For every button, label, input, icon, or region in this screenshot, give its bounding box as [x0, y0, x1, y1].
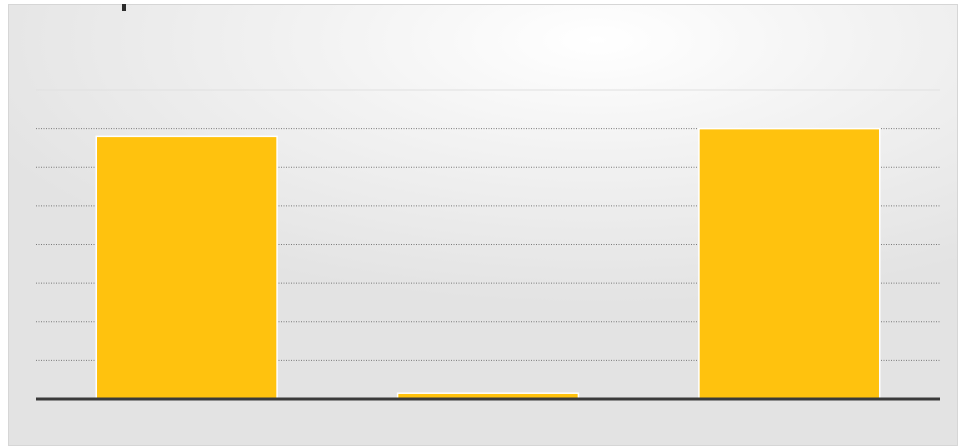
bar — [698, 127, 881, 400]
corner-mark — [122, 4, 126, 11]
bar — [95, 135, 278, 400]
